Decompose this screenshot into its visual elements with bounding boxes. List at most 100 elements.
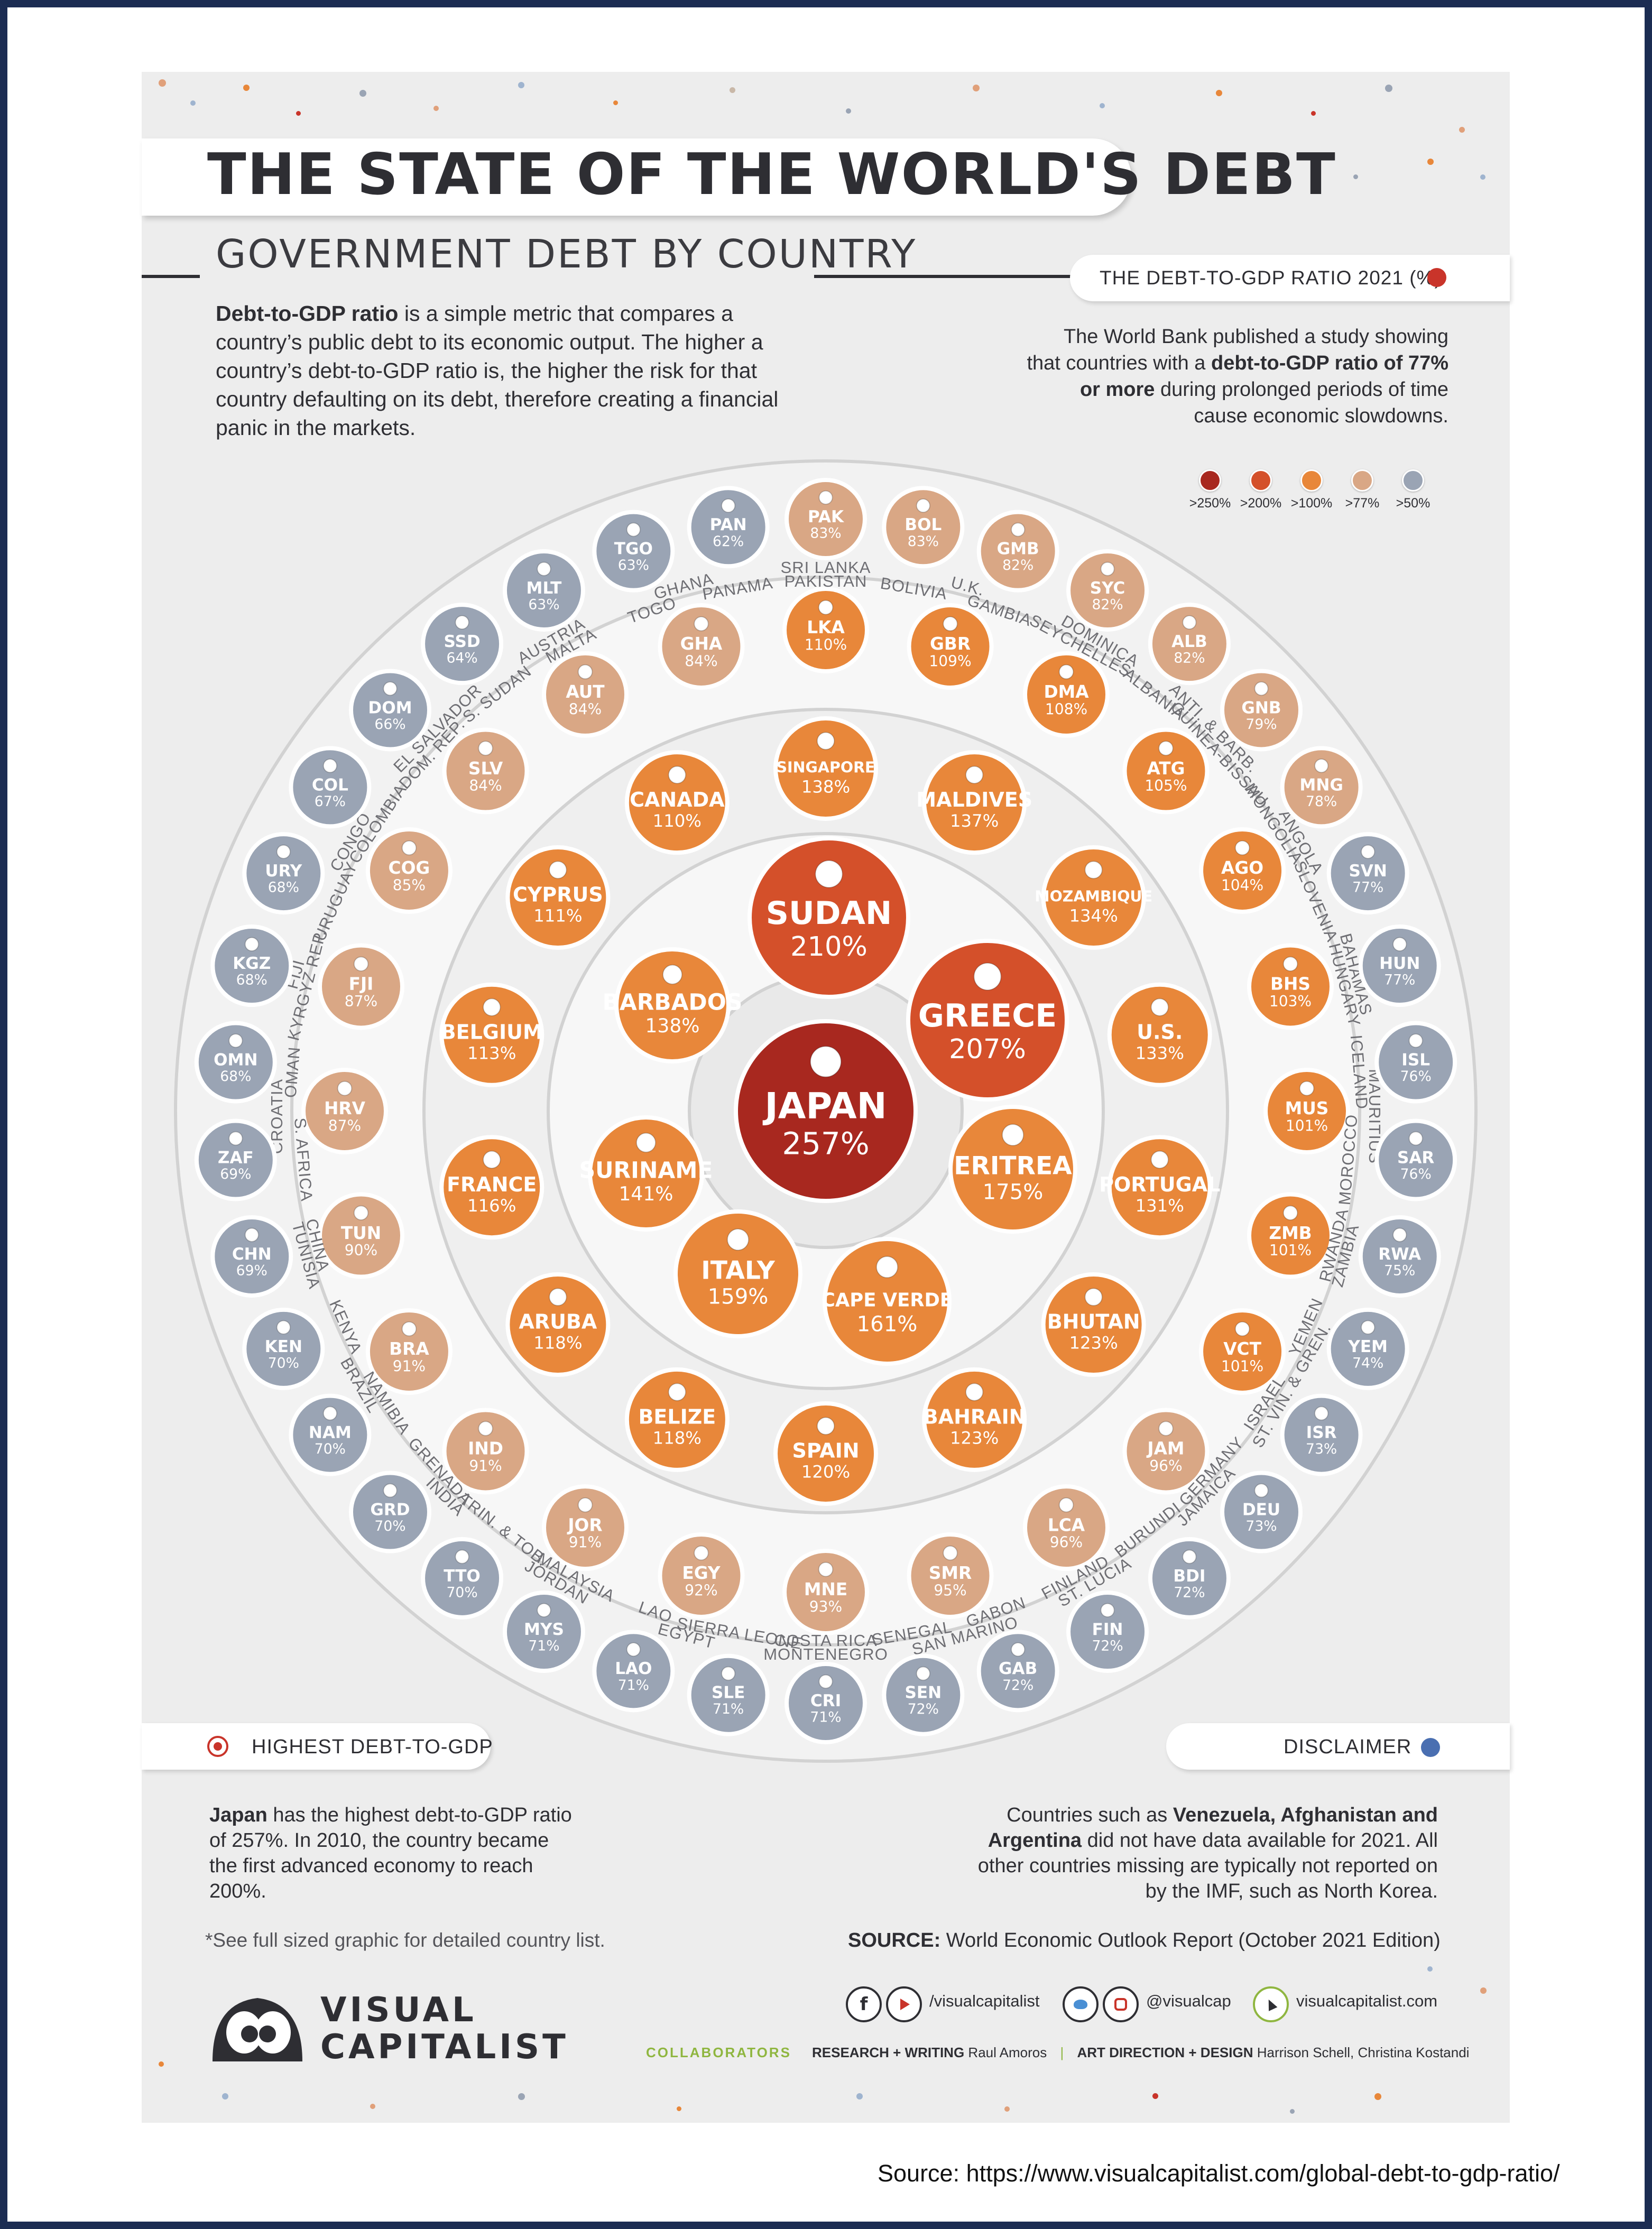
country-code: EGY <box>682 1563 721 1583</box>
flag-icon <box>1299 1080 1315 1096</box>
country-value: 84% <box>469 777 502 794</box>
youtube-icon[interactable] <box>886 1986 922 2022</box>
country-value: 257% <box>782 1126 869 1162</box>
bubble-circle <box>1148 603 1231 686</box>
country-code: CYPRUS <box>513 883 603 907</box>
legend-bin: >100% <box>1282 469 1341 511</box>
legend-bin-label: >100% <box>1290 496 1333 511</box>
country-code: LAO <box>615 1659 652 1678</box>
country-value: 131% <box>1136 1196 1184 1216</box>
page-subtitle: GOVERNMENT DEBT BY COUNTRY <box>216 232 917 277</box>
country-value: 123% <box>950 1428 999 1448</box>
country-code: SLE <box>712 1684 745 1703</box>
research-name: Raul Amoros <box>968 2045 1047 2060</box>
bubble-circle <box>442 727 529 815</box>
country-value: 91% <box>569 1534 602 1551</box>
country-value: 70% <box>268 1355 299 1371</box>
cursor-icon[interactable] <box>1253 1986 1289 2022</box>
bubble-circle <box>210 1215 293 1298</box>
country-value: 73% <box>1306 1441 1337 1457</box>
country-code: MALDIVES <box>916 788 1032 811</box>
country-code: ZAF <box>218 1148 254 1167</box>
country-value: 118% <box>653 1428 702 1448</box>
country-value: 101% <box>1221 1357 1263 1375</box>
country-value: 138% <box>801 777 850 797</box>
country-value: 69% <box>220 1166 251 1182</box>
country-value: 70% <box>315 1441 346 1457</box>
bubble-circle <box>782 1549 869 1635</box>
bubble-circle <box>906 939 1069 1102</box>
country-code: JAPAN <box>762 1086 887 1127</box>
country-code: GHA <box>680 634 723 654</box>
facebook-icon[interactable]: f <box>846 1986 882 2022</box>
country-value: 120% <box>801 1462 850 1482</box>
twitter-icon[interactable] <box>1063 1986 1099 2022</box>
flag-icon <box>1314 759 1329 773</box>
country-value: 105% <box>1145 777 1187 794</box>
country-code: MYS <box>524 1620 564 1639</box>
country-code: AGO <box>1221 858 1263 878</box>
website-link[interactable]: visualcapitalist.com <box>1296 1992 1438 2010</box>
flag-icon <box>1084 1288 1103 1306</box>
country-value: 111% <box>533 906 582 926</box>
legend-bin-swatch <box>1250 469 1272 492</box>
bubble-circle <box>1199 1308 1286 1395</box>
social-handle-visualcap[interactable]: @visualcap <box>1146 1992 1231 2010</box>
country-code: ATG <box>1147 759 1185 779</box>
legend-bin-swatch <box>1402 469 1424 492</box>
bubble-circle <box>1326 832 1409 915</box>
country-value: 68% <box>236 972 267 988</box>
country-code: JAM <box>1146 1439 1184 1459</box>
legend-bin: >77% <box>1333 469 1391 511</box>
country-value: 116% <box>467 1196 516 1216</box>
country-code: MNE <box>804 1579 847 1599</box>
legend-title: THE DEBT-TO-GDP RATIO 2021 (%) <box>1100 267 1442 289</box>
country-code: COL <box>312 775 348 794</box>
intro-bold: Debt-to-GDP ratio <box>216 301 399 326</box>
country-value: 77% <box>1384 972 1415 988</box>
social-handle-visualcapitalist[interactable]: /visualcapitalist <box>929 1992 1040 2010</box>
country-code: LKA <box>807 617 845 637</box>
country-value: 74% <box>1352 1355 1383 1371</box>
logo-word-visual: VISUAL <box>320 1991 477 2030</box>
country-value: 76% <box>1400 1068 1432 1085</box>
source-label: SOURCE: <box>848 1929 941 1951</box>
flag-icon <box>549 1288 567 1306</box>
source-text: World Economic Outlook Report (October 2… <box>940 1929 1441 1951</box>
flag-icon <box>401 1321 417 1337</box>
page-source-link[interactable]: Source: https://www.visualcapitalist.com… <box>878 2160 1560 2187</box>
instagram-icon[interactable] <box>1103 1986 1139 2022</box>
country-value: 96% <box>1149 1457 1182 1475</box>
flag-icon <box>1150 1150 1169 1169</box>
bubble-circle <box>1041 1272 1146 1377</box>
flag-icon <box>726 1228 750 1251</box>
flag-icon <box>1058 1497 1074 1513</box>
highlight-bold: Japan <box>209 1804 267 1826</box>
country-code: IND <box>468 1439 503 1459</box>
legend-bin: >50% <box>1384 469 1442 511</box>
country-code: BRA <box>389 1339 429 1359</box>
flag-icon <box>1058 664 1074 680</box>
country-code: SEN <box>905 1684 942 1703</box>
legend-bin: >200% <box>1232 469 1290 511</box>
bubble-circle <box>289 1393 372 1476</box>
country-value: 159% <box>708 1285 769 1309</box>
country-value: 161% <box>857 1312 918 1337</box>
country-value: 87% <box>345 993 377 1010</box>
flag-icon <box>1100 1603 1115 1617</box>
